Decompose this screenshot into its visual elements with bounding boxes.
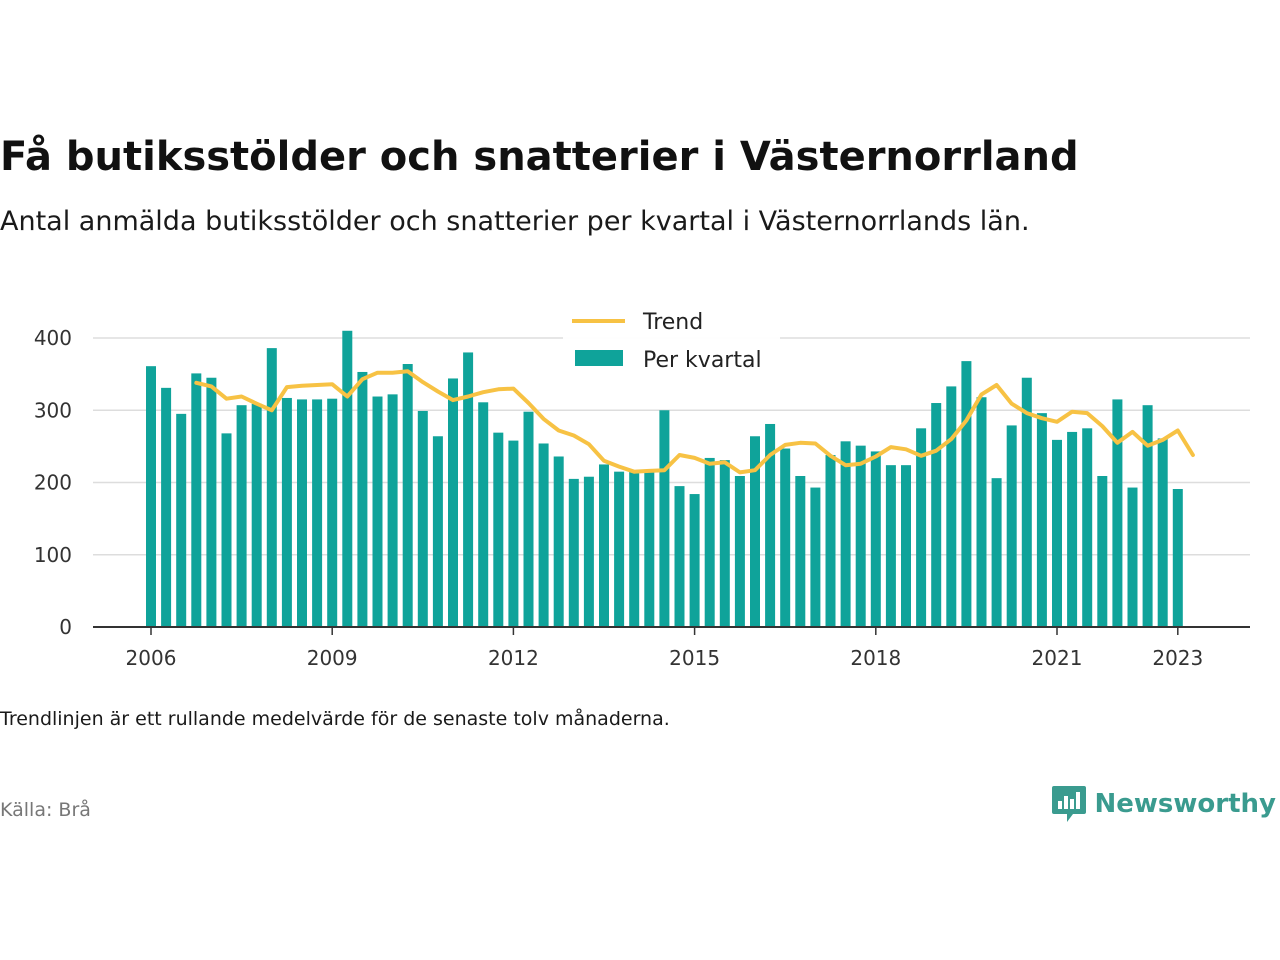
bar <box>493 432 504 627</box>
bar <box>765 423 776 627</box>
bar <box>1172 489 1183 627</box>
bar <box>795 475 806 627</box>
bar <box>734 475 745 627</box>
bar <box>508 440 519 627</box>
bar <box>176 413 187 627</box>
bar <box>1157 438 1168 627</box>
y-tick-label: 100 <box>34 543 72 567</box>
bar <box>961 361 972 627</box>
bar <box>191 373 202 627</box>
bar <box>1097 475 1108 627</box>
bar <box>659 410 670 627</box>
y-tick-label: 0 <box>59 615 72 639</box>
bar <box>387 394 398 627</box>
bar <box>553 456 564 627</box>
legend-bars-label: Per kvartal <box>643 348 762 373</box>
chart-title: Få butiksstölder och snatterier i Väster… <box>0 134 1079 180</box>
legend-bars-swatch <box>575 350 623 366</box>
trend-note: Trendlinjen är ett rullande medelvärde f… <box>0 708 670 730</box>
x-tick-label: 2021 <box>1032 646 1083 670</box>
x-tick-label: 2006 <box>126 646 177 670</box>
y-tick-label: 200 <box>34 471 72 495</box>
bar <box>583 476 594 627</box>
bar <box>976 397 987 627</box>
bar <box>1006 425 1017 627</box>
x-tick-label: 2009 <box>307 646 358 670</box>
bar <box>629 471 640 627</box>
bar <box>1127 487 1138 627</box>
bar <box>432 436 443 627</box>
bar <box>1082 428 1093 627</box>
x-tick-label: 2023 <box>1152 646 1203 670</box>
bar <box>478 402 489 627</box>
bar <box>689 494 700 627</box>
bar <box>674 486 685 627</box>
bar <box>1036 413 1047 627</box>
bar <box>1112 399 1123 627</box>
bar <box>599 464 609 627</box>
y-tick-label: 400 <box>34 326 72 350</box>
bar <box>704 457 715 627</box>
bar <box>1067 431 1078 627</box>
bar <box>719 460 730 627</box>
bar <box>991 478 1002 627</box>
bar <box>342 330 353 627</box>
bar <box>1142 405 1153 627</box>
bar <box>297 399 307 627</box>
bar <box>221 433 232 627</box>
bar <box>236 405 247 627</box>
chart-subtitle: Antal anmälda butiksstölder och snatteri… <box>0 206 1030 237</box>
brand-name: Newsworthy <box>1094 789 1276 819</box>
y-tick-label: 300 <box>34 398 72 422</box>
bar <box>840 441 851 627</box>
bar <box>780 448 791 627</box>
bar <box>357 371 368 627</box>
bar <box>568 478 579 627</box>
bar <box>372 396 383 627</box>
newsworthy-logo-icon <box>1051 786 1086 822</box>
legend-trend-label: Trend <box>642 310 703 335</box>
bar <box>825 455 836 627</box>
bar <box>206 377 217 627</box>
bar <box>402 364 413 627</box>
trend-line <box>194 369 1195 475</box>
bar <box>417 410 428 627</box>
brand-logo[interactable]: Newsworthy <box>1051 784 1276 824</box>
bar <box>750 436 760 627</box>
bar <box>538 443 549 627</box>
bar <box>1052 439 1062 627</box>
x-tick-label: 2012 <box>488 646 539 670</box>
bar <box>901 465 911 627</box>
bar <box>146 366 156 627</box>
bar <box>161 387 172 627</box>
bar <box>523 411 534 627</box>
bar <box>463 352 474 627</box>
bar <box>644 472 655 627</box>
chart: 0 100 200 300 400 2006 2009 2012 2015 2018 2021 202… <box>34 302 1250 670</box>
bar <box>312 399 323 627</box>
bar <box>870 451 881 627</box>
bar <box>266 348 277 627</box>
source-label: Källa: Brå <box>0 799 91 821</box>
bar <box>448 378 458 627</box>
bar <box>916 428 927 627</box>
bar <box>885 465 896 627</box>
x-tick-label: 2018 <box>850 646 901 670</box>
bar <box>946 386 957 627</box>
bar <box>281 397 292 627</box>
bar <box>931 403 942 627</box>
bar <box>251 403 262 627</box>
bar <box>327 398 338 627</box>
bar <box>855 445 866 627</box>
x-tick-label: 2015 <box>669 646 720 670</box>
bar <box>810 487 821 627</box>
bar <box>1021 377 1032 627</box>
bar <box>614 471 625 627</box>
